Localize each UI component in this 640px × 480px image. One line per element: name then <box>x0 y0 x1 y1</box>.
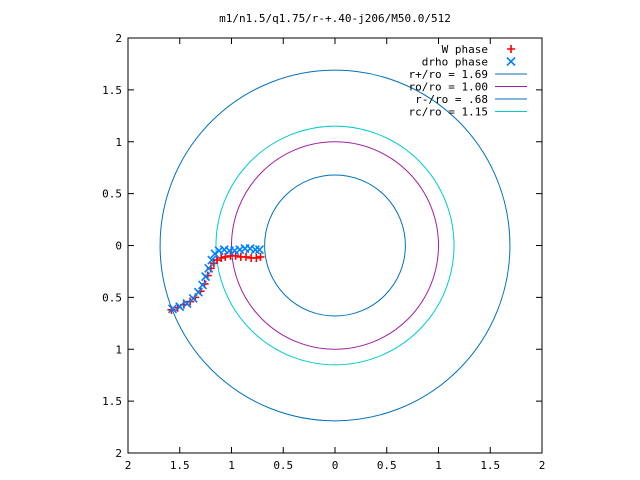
x-tick-label-4: 0 <box>332 459 339 472</box>
point-1-17 <box>250 245 260 255</box>
legend-label-2: r+/ro = 1.69 <box>409 68 488 81</box>
point-1-18 <box>254 245 265 255</box>
legend-key-0 <box>507 45 515 53</box>
x-tick-label-0: 2 <box>125 459 132 472</box>
legend-label-0: W phase <box>442 43 488 56</box>
chart-title: m1/n1.5/q1.75/r-+.40-j206/M50.0/512 <box>219 12 451 25</box>
point-1-4 <box>193 287 203 297</box>
legend-label-5: rc/ro = 1.15 <box>409 106 488 119</box>
circle-4 <box>264 174 406 317</box>
point-1-7 <box>204 263 214 273</box>
point-0-10 <box>213 256 222 265</box>
y-tick-label-5: 0.5 <box>102 291 122 304</box>
point-1-6 <box>201 272 211 282</box>
x-tick-label-2: 1 <box>228 459 235 472</box>
y-tick-label-7: 1.5 <box>102 395 122 408</box>
legend-label-1: drho phase <box>422 56 488 69</box>
point-1-8 <box>207 255 217 265</box>
legend-label-3: ro/ro = 1.00 <box>409 81 488 94</box>
phase-points <box>167 244 265 314</box>
point-0-16 <box>241 252 250 261</box>
legend-key-1 <box>506 56 516 67</box>
x-tick-label-5: 0.5 <box>377 459 397 472</box>
point-1-5 <box>197 280 208 290</box>
y-tick-label-2: 1 <box>115 136 122 149</box>
circle-5 <box>215 125 455 366</box>
x-tick-label-6: 1 <box>435 459 442 472</box>
y-tick-label-3: 0.5 <box>102 188 122 201</box>
y-tick-label-8: 2 <box>115 447 122 460</box>
circle-3 <box>231 141 439 350</box>
point-0-19 <box>256 252 265 261</box>
series-1 <box>167 244 265 314</box>
x-tick-label-8: 2 <box>539 459 546 472</box>
x-tick-label-3: 0.5 <box>273 459 293 472</box>
circle-2 <box>159 69 511 422</box>
reference-circles <box>159 69 511 422</box>
x-tick-label-1: 1.5 <box>170 459 190 472</box>
point-0-18 <box>252 253 261 262</box>
y-tick-label-4: 0 <box>115 240 122 253</box>
point-1-1 <box>175 302 185 312</box>
x-tick-label-7: 1.5 <box>480 459 500 472</box>
legend-label-4: r-/ro = .68 <box>415 93 488 106</box>
axis-ticks: 2 1.5 1 0.5 0 0.5 1 1.5 221.510.500.511.52 <box>102 32 545 472</box>
y-tick-label-6: 1 <box>115 343 122 356</box>
y-tick-label-1: 1.5 <box>102 84 122 97</box>
point-1-0 <box>167 304 178 314</box>
y-tick-label-0: 2 <box>115 32 122 45</box>
